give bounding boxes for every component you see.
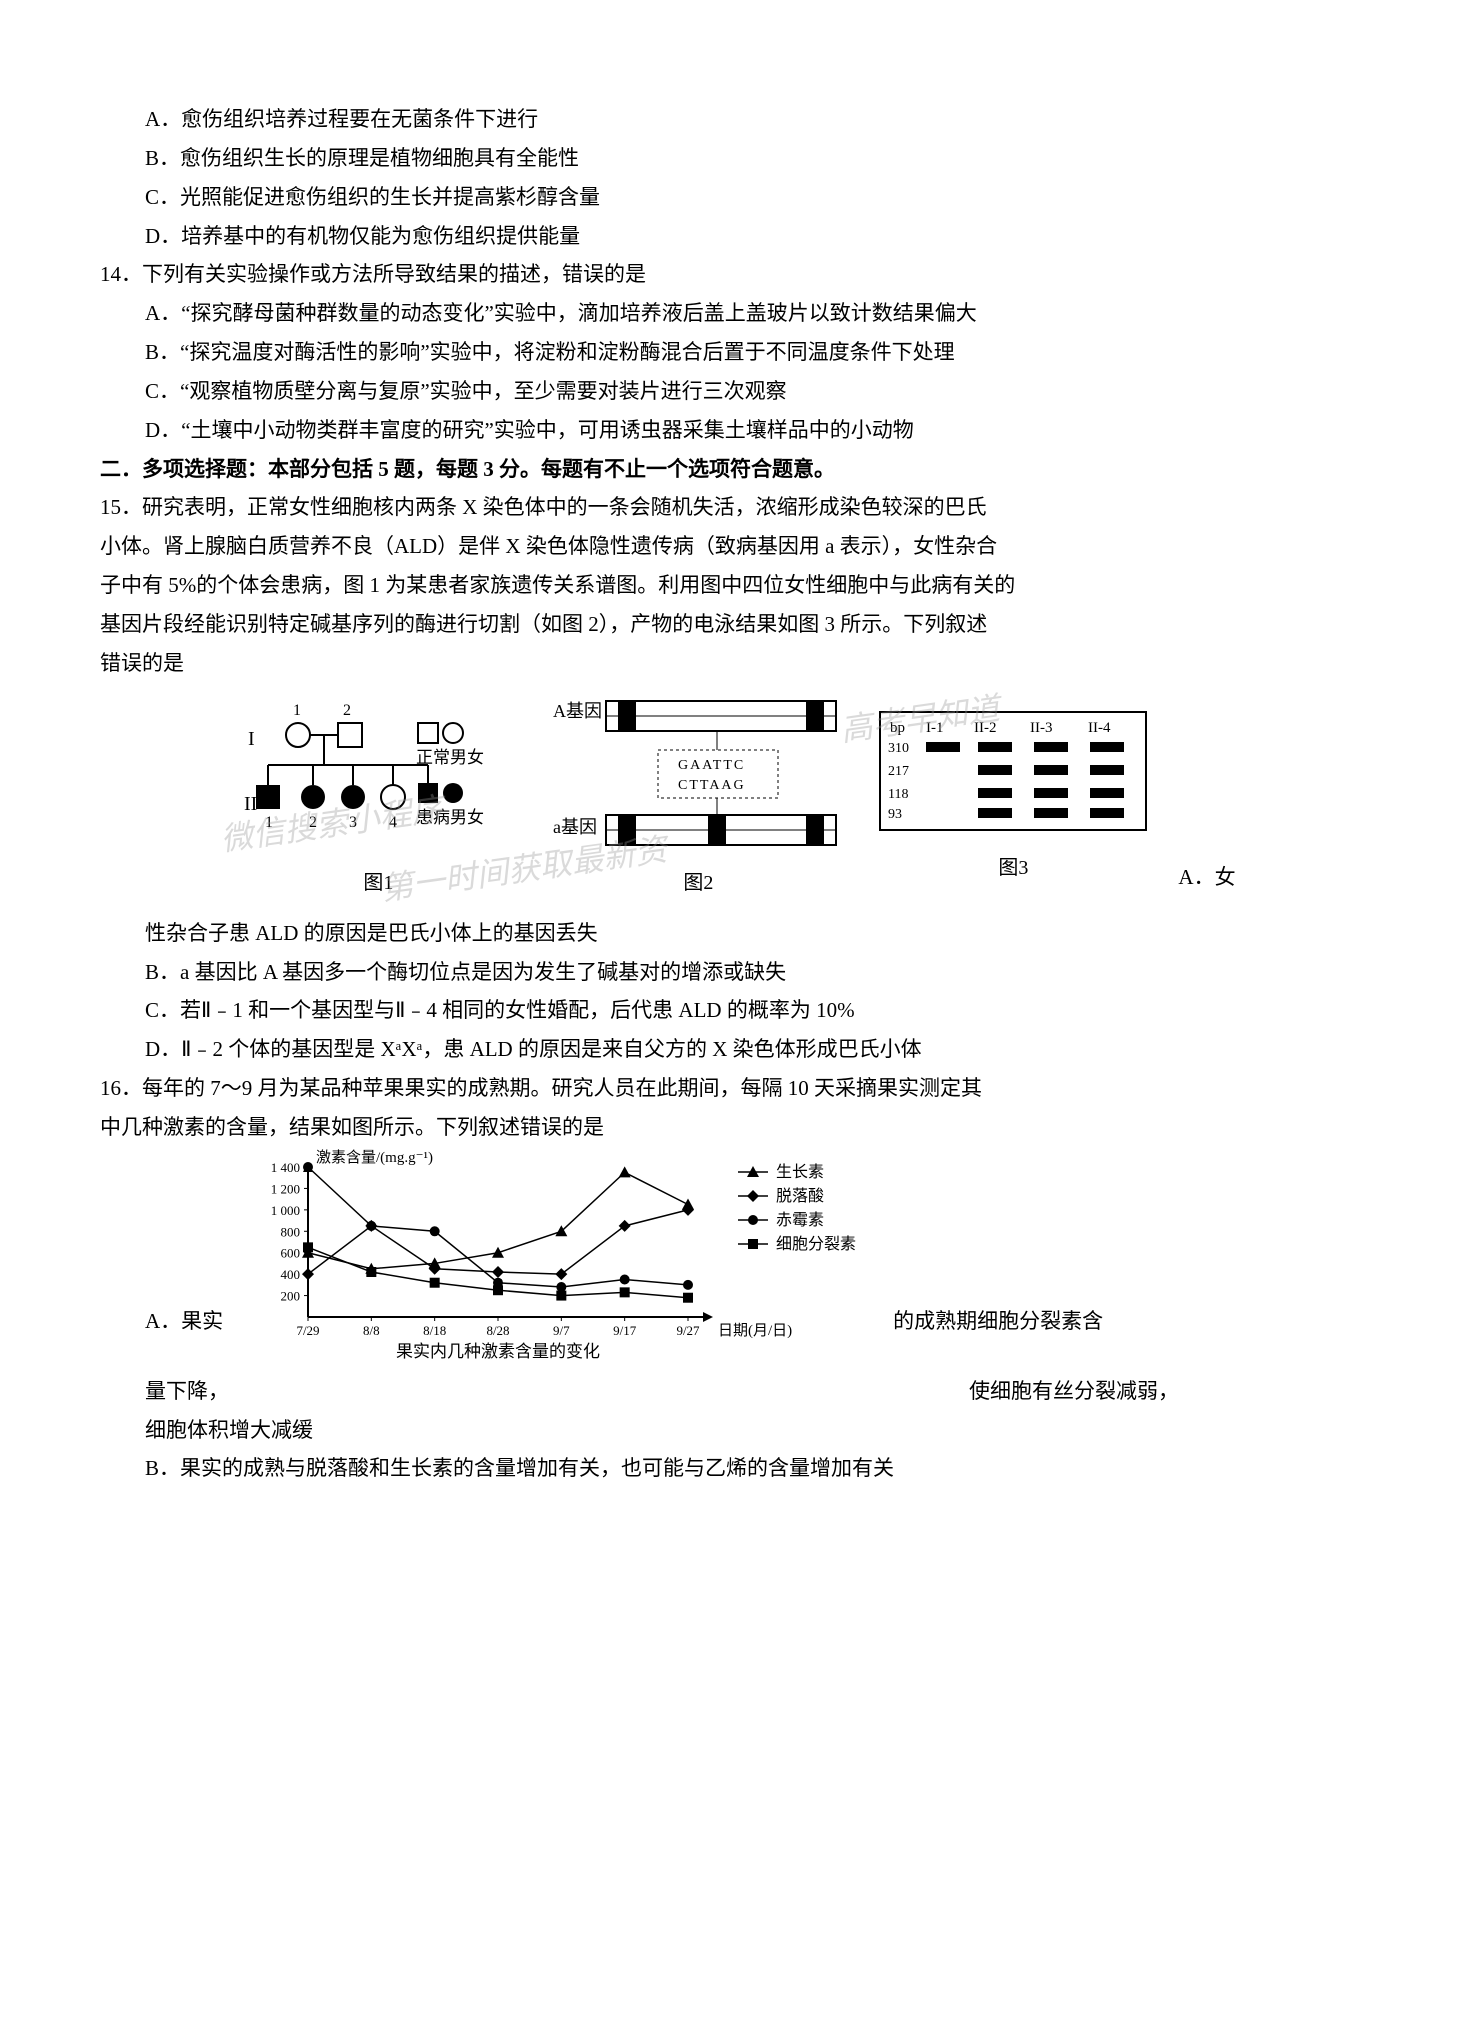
q16-a-right: 的成熟期细胞分裂素含 (893, 1147, 1103, 1341)
q14-option-d: D．“土壤中小动物类群丰富度的研究”实验中，可用诱虫器采集土壤样品中的小动物 (100, 411, 1374, 450)
q13-option-a: A．愈伤组织培养过程要在无菌条件下进行 (100, 100, 1374, 139)
svg-text:217: 217 (888, 764, 909, 779)
q14-stem: 14．下列有关实验操作或方法所导致结果的描述，错误的是 (100, 255, 1374, 294)
q15-fig1-caption: 图1 (363, 865, 393, 902)
svg-text:1 200: 1 200 (271, 1181, 300, 1196)
svg-text:800: 800 (281, 1224, 301, 1239)
svg-text:1 000: 1 000 (271, 1203, 300, 1218)
svg-text:I-1: I-1 (926, 720, 944, 736)
q16-a-left: A．果实 (100, 1147, 223, 1341)
svg-text:9/7: 9/7 (553, 1323, 570, 1338)
svg-text:患病男女: 患病男女 (416, 808, 484, 827)
svg-text:4: 4 (389, 814, 397, 831)
q15-pedigree: I 1 2 正常男女 患病男女 II 1 (238, 695, 518, 902)
q15-fig3-caption: 图3 (998, 850, 1028, 887)
q15-stem-5: 错误的是 (100, 644, 1374, 683)
section-2-header: 二．多项选择题：本部分包括 5 题，每题 3 分。每题有不止一个选项符合题意。 (100, 450, 1374, 489)
q15-gel: bp I-1 II-2 II-3 II-4 310 217 118 93 (878, 710, 1148, 887)
q15-stem-3: 子中有 5%的个体会患病，图 1 为某患者家族遗传关系谱图。利用图中四位女性细胞… (100, 566, 1374, 605)
q14-option-a: A．“探究酵母菌种群数量的动态变化”实验中，滴加培养液后盖上盖玻片以致计数结果偏… (100, 294, 1374, 333)
q15-stem-4: 基因片段经能识别特定碱基序列的酶进行切割（如图 2），产物的电泳结果如图 3 所… (100, 605, 1374, 644)
q16-a-line2-right: 使细胞有丝分裂减弱， (969, 1372, 1374, 1411)
q15-figure-row: I 1 2 正常男女 患病男女 II 1 (100, 695, 1374, 902)
q13-option-d: D．培养基中的有机物仅能为愈伤组织提供能量 (100, 217, 1374, 256)
q16-stem-1: 16．每年的 7～9 月为某品种苹果果实的成熟期。研究人员在此期间，每隔 10 … (100, 1069, 1374, 1108)
svg-text:310: 310 (888, 741, 909, 756)
svg-text:赤霉素: 赤霉素 (776, 1211, 824, 1229)
svg-text:II-4: II-4 (1088, 720, 1111, 736)
svg-text:CTTAAG: CTTAAG (678, 778, 746, 793)
svg-text:II-2: II-2 (974, 720, 997, 736)
q16-chart: 1 400 1 200 1 000 800 600 400 200 7/29 8/8 8/18 8/… (238, 1147, 878, 1372)
svg-text:200: 200 (281, 1288, 301, 1303)
svg-text:8/18: 8/18 (423, 1323, 446, 1338)
q15-option-d: D．Ⅱ﹣2 个体的基因型是 XᵃXᵃ，患 ALD 的原因是来自父方的 X 染色体… (100, 1030, 1374, 1069)
svg-text:a基因: a基因 (553, 817, 597, 837)
q16-a-line3: 细胞体积增大减缓 (100, 1411, 1374, 1450)
q16-stem-2: 中几种激素的含量，结果如图所示。下列叙述错误的是 (100, 1108, 1374, 1147)
svg-text:3: 3 (349, 814, 357, 831)
q16-option-b: B．果实的成熟与脱落酸和生长素的含量增加有关，也可能与乙烯的含量增加有关 (100, 1449, 1374, 1488)
q15-gene-diagram: A基因 a基因 GAATTC CTTAAG 图2 (548, 695, 848, 902)
q15-stem-2: 小体。肾上腺脑白质营养不良（ALD）是伴 X 染色体隐性遗传病（致病基因用 a … (100, 527, 1374, 566)
svg-text:9/17: 9/17 (613, 1323, 637, 1338)
svg-text:II-3: II-3 (1030, 720, 1053, 736)
svg-text:2: 2 (309, 814, 317, 831)
svg-text:7/29: 7/29 (297, 1323, 320, 1338)
svg-text:细胞分裂素: 细胞分裂素 (776, 1235, 856, 1253)
q15-option-c: C．若Ⅱ﹣1 和一个基因型与Ⅱ﹣4 相同的女性婚配，后代患 ALD 的概率为 1… (100, 991, 1374, 1030)
q14-option-c: C．“观察植物质壁分离与复原”实验中，至少需要对装片进行三次观察 (100, 372, 1374, 411)
svg-text:果实内几种激素含量的变化: 果实内几种激素含量的变化 (396, 1342, 600, 1361)
svg-text:1: 1 (265, 814, 273, 831)
svg-text:正常男女: 正常男女 (416, 748, 484, 767)
q15-fig2-caption: 图2 (683, 865, 713, 902)
svg-text:600: 600 (281, 1245, 301, 1260)
svg-text:日期(月/日): 日期(月/日) (718, 1322, 792, 1339)
q15-option-b: B．a 基因比 A 基因多一个酶切位点是因为发生了碱基对的增添或缺失 (100, 953, 1374, 992)
svg-text:93: 93 (888, 807, 902, 822)
q13-option-c: C．光照能促进愈伤组织的生长并提高紫杉醇含量 (100, 178, 1374, 217)
q16-a-line2-left: 量下降， (145, 1372, 229, 1411)
svg-text:9/27: 9/27 (677, 1323, 701, 1338)
svg-text:1: 1 (293, 702, 301, 719)
svg-text:生长素: 生长素 (776, 1163, 824, 1181)
svg-text:GAATTC: GAATTC (678, 758, 745, 773)
q15-option-a-prefix: A．女 (1178, 858, 1235, 902)
q14-option-b: B．“探究温度对酶活性的影响”实验中，将淀粉和淀粉酶混合后置于不同温度条件下处理 (100, 333, 1374, 372)
q13-option-b: B．愈伤组织生长的原理是植物细胞具有全能性 (100, 139, 1374, 178)
svg-text:脱落酸: 脱落酸 (776, 1187, 824, 1205)
svg-text:II: II (244, 793, 257, 815)
svg-text:激素含量/(mg.g⁻¹): 激素含量/(mg.g⁻¹) (316, 1149, 433, 1166)
svg-text:118: 118 (888, 787, 908, 802)
svg-text:A基因: A基因 (553, 701, 602, 721)
svg-text:bp: bp (890, 720, 905, 736)
svg-text:1 400: 1 400 (271, 1160, 300, 1175)
svg-text:2: 2 (343, 702, 351, 719)
q15-option-a: 性杂合子患 ALD 的原因是巴氏小体上的基因丢失 (100, 914, 1374, 953)
svg-text:I: I (248, 728, 255, 750)
q15-stem-1: 15．研究表明，正常女性细胞核内两条 X 染色体中的一条会随机失活，浓缩形成染色… (100, 488, 1374, 527)
svg-text:8/28: 8/28 (487, 1323, 510, 1338)
svg-text:400: 400 (281, 1267, 301, 1282)
svg-text:8/8: 8/8 (363, 1323, 380, 1338)
